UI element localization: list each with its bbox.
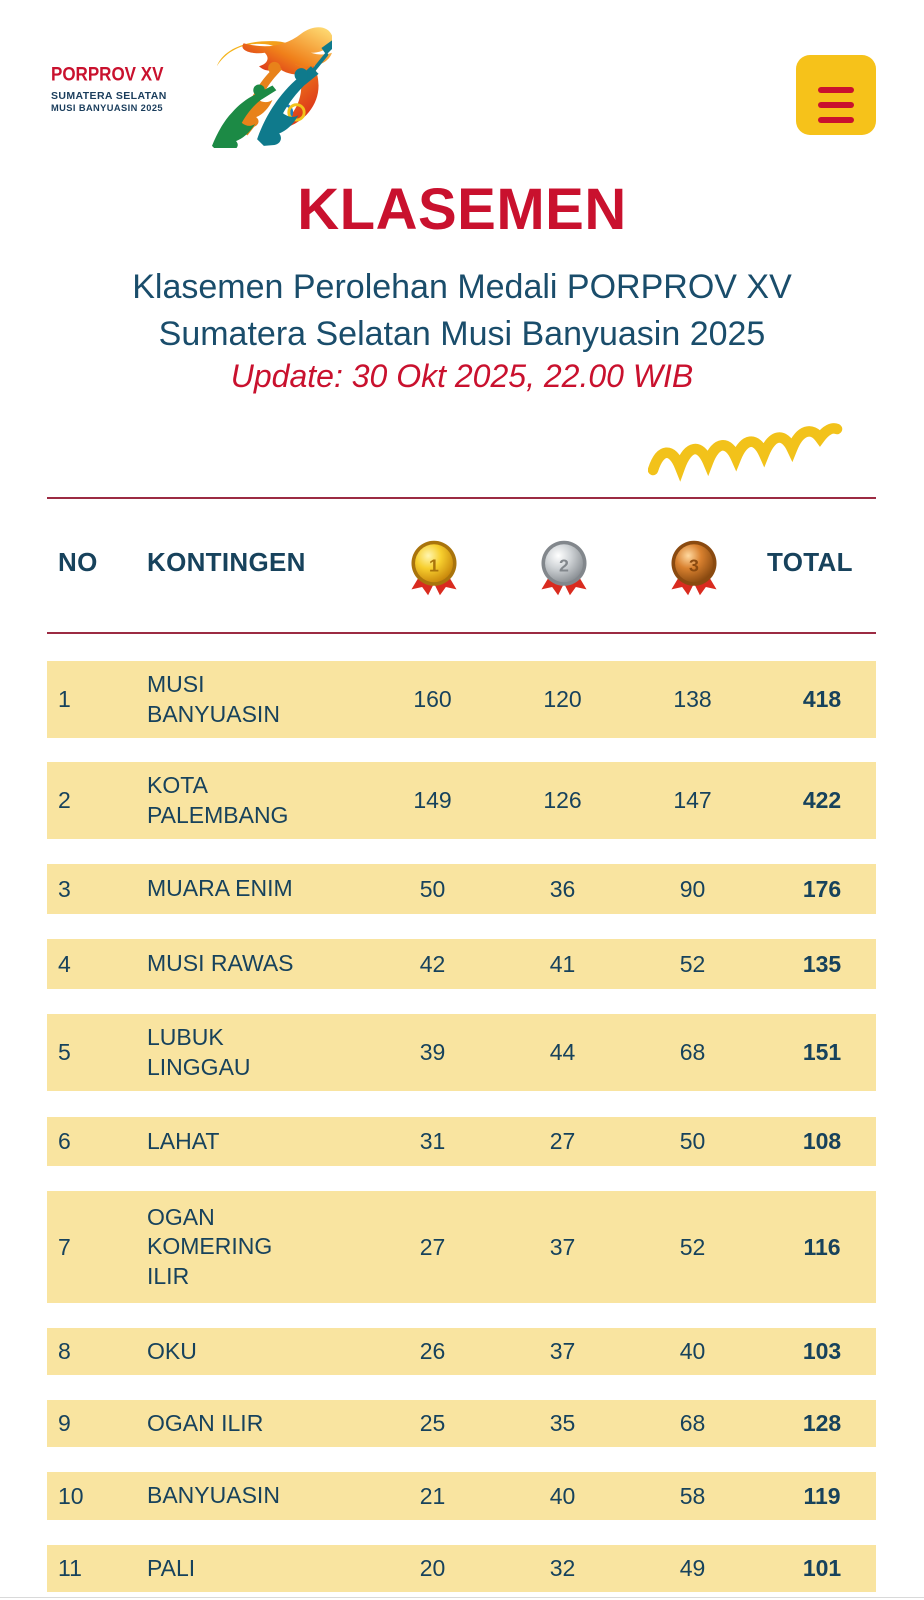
- svg-text:3: 3: [689, 556, 699, 576]
- svg-text:2: 2: [559, 556, 569, 576]
- svg-text:1: 1: [429, 556, 439, 576]
